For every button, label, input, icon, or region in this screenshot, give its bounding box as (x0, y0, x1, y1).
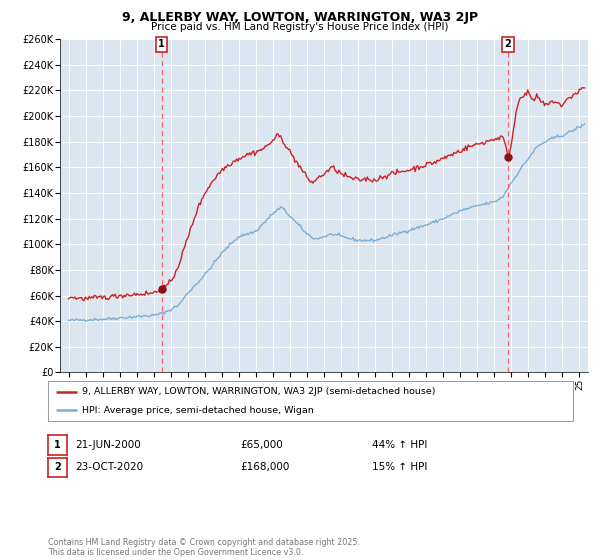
Text: 2: 2 (54, 463, 61, 472)
Text: 15% ↑ HPI: 15% ↑ HPI (372, 463, 427, 472)
Text: 21-JUN-2000: 21-JUN-2000 (75, 440, 141, 450)
Text: Price paid vs. HM Land Registry's House Price Index (HPI): Price paid vs. HM Land Registry's House … (151, 22, 449, 32)
Text: 44% ↑ HPI: 44% ↑ HPI (372, 440, 427, 450)
Text: HPI: Average price, semi-detached house, Wigan: HPI: Average price, semi-detached house,… (82, 406, 314, 415)
Text: 2: 2 (505, 39, 511, 49)
Text: Contains HM Land Registry data © Crown copyright and database right 2025.
This d: Contains HM Land Registry data © Crown c… (48, 538, 360, 557)
Text: 9, ALLERBY WAY, LOWTON, WARRINGTON, WA3 2JP: 9, ALLERBY WAY, LOWTON, WARRINGTON, WA3 … (122, 11, 478, 24)
Text: 1: 1 (54, 440, 61, 450)
Text: £65,000: £65,000 (240, 440, 283, 450)
Text: £168,000: £168,000 (240, 463, 289, 472)
Text: 9, ALLERBY WAY, LOWTON, WARRINGTON, WA3 2JP (semi-detached house): 9, ALLERBY WAY, LOWTON, WARRINGTON, WA3 … (82, 387, 436, 396)
Text: 1: 1 (158, 39, 165, 49)
Text: 23-OCT-2020: 23-OCT-2020 (75, 463, 143, 472)
